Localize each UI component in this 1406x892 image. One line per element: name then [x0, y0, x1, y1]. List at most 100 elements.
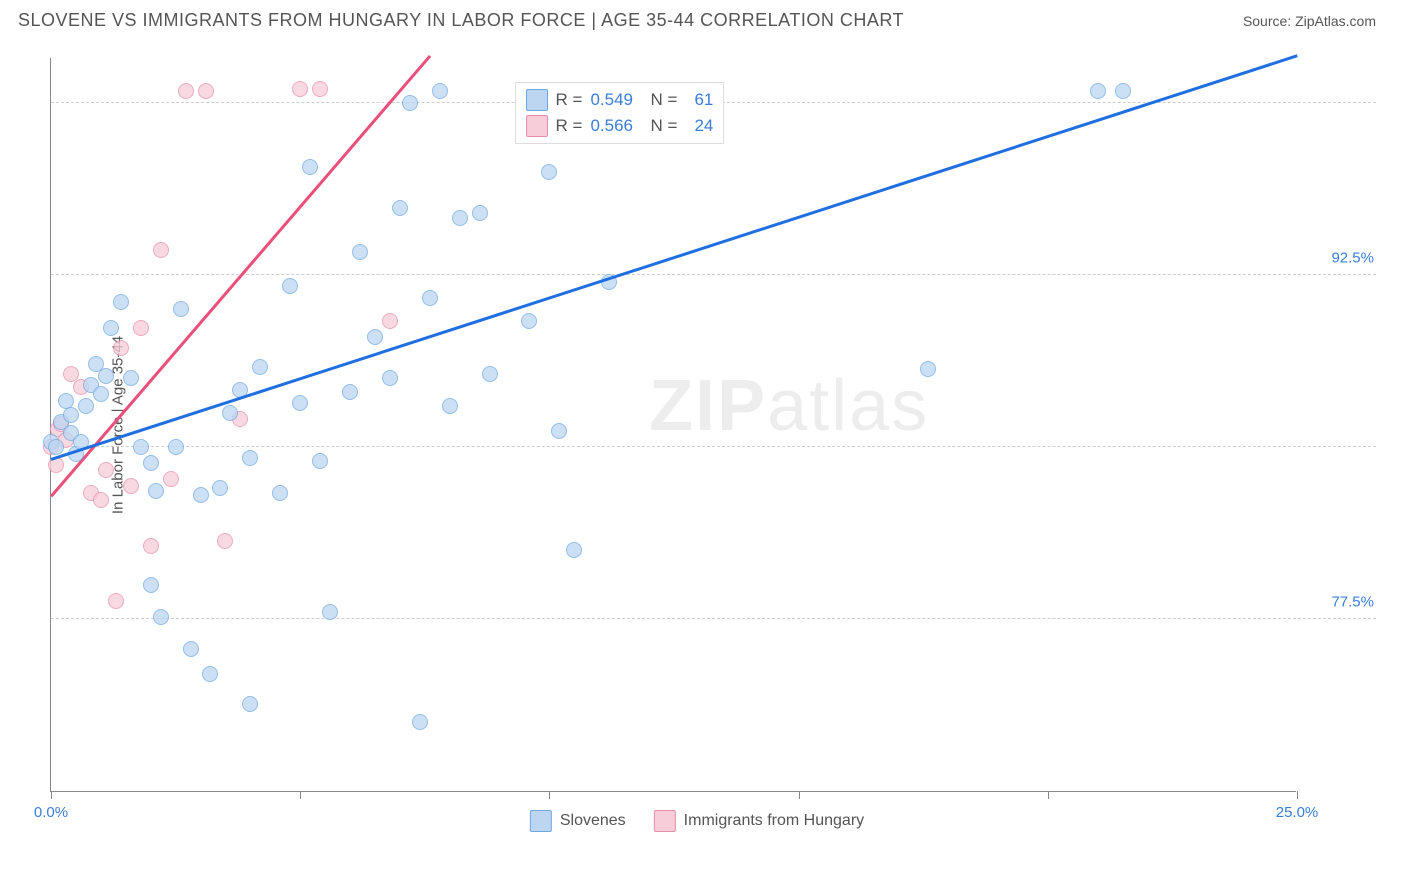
- legend-r-label: R =: [556, 87, 583, 113]
- data-point-slovenes: [242, 450, 258, 466]
- legend-top: R = 0.549 N = 61R = 0.566 N = 24: [515, 82, 725, 144]
- data-point-slovenes: [312, 453, 328, 469]
- chart: In Labor Force | Age 35-44 ZIPatlas 77.5…: [18, 50, 1376, 832]
- y-tick-label: 92.5%: [1331, 249, 1374, 266]
- data-point-slovenes: [482, 366, 498, 382]
- legend-item-hungary: Immigrants from Hungary: [654, 810, 865, 832]
- data-point-slovenes: [48, 439, 64, 455]
- data-point-slovenes: [242, 696, 258, 712]
- data-point-slovenes: [78, 398, 94, 414]
- y-tick-label: 77.5%: [1331, 593, 1374, 610]
- legend-n-value: 24: [685, 113, 713, 139]
- data-point-hungary: [292, 81, 308, 97]
- data-point-slovenes: [272, 485, 288, 501]
- data-point-slovenes: [472, 205, 488, 221]
- data-point-slovenes: [292, 395, 308, 411]
- data-point-slovenes: [521, 313, 537, 329]
- data-point-slovenes: [322, 604, 338, 620]
- data-point-slovenes: [282, 278, 298, 294]
- data-point-slovenes: [551, 423, 567, 439]
- x-tick-label: 0.0%: [34, 804, 68, 821]
- data-point-slovenes: [541, 164, 557, 180]
- legend-swatch-hungary: [654, 810, 676, 832]
- data-point-slovenes: [422, 290, 438, 306]
- data-point-hungary: [123, 478, 139, 494]
- data-point-hungary: [133, 320, 149, 336]
- data-point-slovenes: [367, 329, 383, 345]
- data-point-hungary: [93, 492, 109, 508]
- data-point-slovenes: [153, 609, 169, 625]
- data-point-slovenes: [352, 244, 368, 260]
- watermark-part2: atlas: [767, 366, 929, 446]
- data-point-slovenes: [920, 361, 936, 377]
- legend-r-value: 0.549: [590, 87, 642, 113]
- data-point-slovenes: [566, 542, 582, 558]
- data-point-slovenes: [402, 95, 418, 111]
- data-point-slovenes: [202, 666, 218, 682]
- data-point-slovenes: [103, 320, 119, 336]
- data-point-hungary: [382, 313, 398, 329]
- data-point-hungary: [98, 462, 114, 478]
- data-point-slovenes: [123, 370, 139, 386]
- legend-swatch-hungary: [526, 115, 548, 137]
- data-point-slovenes: [143, 455, 159, 471]
- data-point-slovenes: [442, 398, 458, 414]
- x-tick: [799, 791, 800, 799]
- legend-r-label: R =: [556, 113, 583, 139]
- data-point-hungary: [108, 593, 124, 609]
- data-point-slovenes: [93, 386, 109, 402]
- data-point-slovenes: [63, 407, 79, 423]
- legend-r-value: 0.566: [590, 113, 642, 139]
- data-point-slovenes: [432, 83, 448, 99]
- data-point-slovenes: [392, 200, 408, 216]
- data-point-slovenes: [412, 714, 428, 730]
- data-point-hungary: [217, 533, 233, 549]
- source-prefix: Source:: [1243, 13, 1295, 29]
- x-tick: [549, 791, 550, 799]
- legend-swatch-slovenes: [526, 89, 548, 111]
- data-point-slovenes: [193, 487, 209, 503]
- gridline: [51, 274, 1376, 275]
- x-tick-label: 25.0%: [1276, 804, 1319, 821]
- plot-area: In Labor Force | Age 35-44 ZIPatlas 77.5…: [50, 58, 1296, 792]
- data-point-slovenes: [98, 368, 114, 384]
- data-point-slovenes: [302, 159, 318, 175]
- x-tick: [300, 791, 301, 799]
- data-point-slovenes: [168, 439, 184, 455]
- legend-swatch-slovenes: [530, 810, 552, 832]
- chart-title: SLOVENE VS IMMIGRANTS FROM HUNGARY IN LA…: [18, 10, 904, 31]
- source-link[interactable]: ZipAtlas.com: [1295, 13, 1376, 29]
- data-point-hungary: [143, 538, 159, 554]
- data-point-slovenes: [252, 359, 268, 375]
- data-point-slovenes: [382, 370, 398, 386]
- source: Source: ZipAtlas.com: [1243, 13, 1376, 29]
- watermark: ZIPatlas: [649, 365, 929, 447]
- data-point-slovenes: [113, 294, 129, 310]
- legend-n-label: N =: [650, 87, 677, 113]
- data-point-slovenes: [342, 384, 358, 400]
- data-point-slovenes: [173, 301, 189, 317]
- data-point-hungary: [198, 83, 214, 99]
- legend-item-slovenes: Slovenes: [530, 810, 626, 832]
- watermark-part1: ZIP: [649, 366, 767, 446]
- data-point-hungary: [163, 471, 179, 487]
- data-point-slovenes: [212, 480, 228, 496]
- legend-row-hungary: R =0.566N =24: [526, 113, 714, 139]
- data-point-slovenes: [1090, 83, 1106, 99]
- legend-label: Immigrants from Hungary: [684, 812, 865, 830]
- data-point-slovenes: [222, 405, 238, 421]
- legend-bottom: Slovenes Immigrants from Hungary: [530, 810, 864, 832]
- legend-n-value: 61: [685, 87, 713, 113]
- gridline: [51, 446, 1376, 447]
- data-point-slovenes: [452, 210, 468, 226]
- data-point-hungary: [153, 242, 169, 258]
- x-tick: [1297, 791, 1298, 799]
- gridline: [51, 618, 1376, 619]
- data-point-slovenes: [1115, 83, 1131, 99]
- data-point-hungary: [312, 81, 328, 97]
- legend-label: Slovenes: [560, 812, 626, 830]
- data-point-slovenes: [143, 577, 159, 593]
- legend-row-slovenes: R = 0.549 N = 61: [526, 87, 714, 113]
- data-point-hungary: [113, 340, 129, 356]
- data-point-hungary: [178, 83, 194, 99]
